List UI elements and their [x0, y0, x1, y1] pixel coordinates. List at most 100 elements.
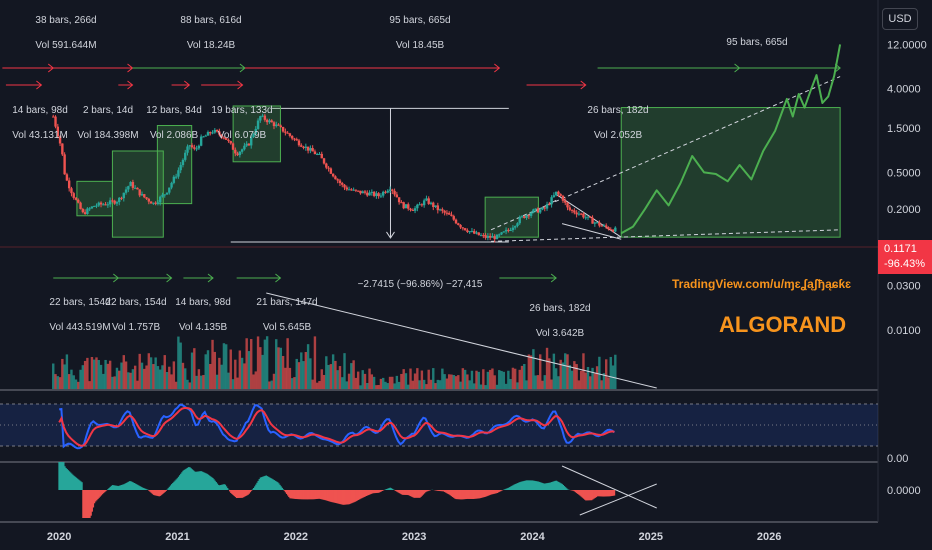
macd-bar: [488, 490, 491, 496]
macd-bar: [159, 490, 162, 496]
candle-body: [473, 230, 476, 234]
volume-bar: [127, 372, 130, 389]
macd-bar: [196, 471, 198, 490]
candle-body: [231, 143, 235, 150]
volume-trendline: [266, 292, 657, 389]
volume-bar: [509, 379, 512, 389]
candle-body: [334, 176, 337, 180]
macd-bar: [527, 480, 529, 490]
macd-bar: [588, 490, 591, 501]
volume-bar: [179, 342, 182, 389]
volume-bar: [541, 380, 544, 389]
candle-body: [443, 210, 446, 213]
macd-bar: [94, 490, 97, 502]
macd-bar: [211, 477, 214, 490]
volume-bar: [500, 370, 503, 389]
candle-body: [188, 145, 191, 147]
macd-bar: [316, 490, 319, 499]
macd-bar: [564, 487, 567, 490]
volume-bar: [316, 382, 319, 389]
volume-bar: [336, 370, 339, 389]
candle-body: [209, 132, 212, 134]
candle-body: [343, 184, 346, 188]
volume-bar: [204, 354, 207, 389]
macd-bar: [81, 482, 83, 490]
macd-bar: [306, 490, 308, 500]
macd-bar: [603, 490, 605, 497]
volume-bar: [259, 347, 262, 389]
macd-bar: [440, 490, 443, 492]
candle-body: [179, 165, 182, 171]
macd-bar: [219, 485, 222, 490]
volume-bar: [461, 368, 465, 389]
macd-bar: [329, 490, 331, 502]
candle-body: [145, 197, 148, 199]
candle-body: [548, 204, 551, 206]
macd-bar: [98, 490, 100, 498]
macd-bar: [406, 490, 409, 495]
volume-bar: [513, 368, 517, 389]
candle-body: [122, 192, 125, 199]
volume-bar: [115, 367, 119, 389]
macd-bar: [153, 490, 156, 496]
watermark-text: TradingView.com/u/ɱɛʆąʃђąɕƙɛ: [672, 277, 852, 291]
macd-bar: [248, 490, 250, 494]
macd-bar: [356, 490, 359, 501]
macd-bar: [193, 471, 196, 490]
macd-bar: [380, 490, 382, 492]
candle-body: [95, 205, 98, 207]
macd-bar: [209, 476, 212, 490]
candle-body: [341, 183, 344, 185]
macd-bar: [362, 490, 364, 498]
macd-bar: [462, 490, 464, 500]
macd-bar: [69, 472, 72, 490]
rsi-band: [0, 404, 878, 446]
macd-bar: [105, 490, 107, 492]
candle-body: [475, 232, 478, 234]
candle-body: [354, 189, 358, 191]
macd-bar: [72, 474, 74, 490]
candle-body: [83, 212, 87, 215]
macd-bar: [130, 481, 132, 490]
candle-body: [215, 129, 219, 132]
projection-line: [620, 44, 842, 235]
volume-bar: [256, 336, 260, 389]
volume-bar: [188, 382, 191, 389]
candle-body: [377, 193, 380, 197]
candle-body: [388, 189, 392, 191]
macd-bar: [240, 490, 243, 498]
macd-bar: [579, 490, 582, 496]
volume-bar: [418, 380, 421, 389]
macd-bar: [582, 490, 585, 499]
macd-bar: [126, 482, 129, 490]
measure-arrow-head: [734, 63, 741, 73]
volume-bar: [438, 380, 442, 389]
volume-bar: [368, 368, 371, 389]
candle-body: [124, 189, 128, 193]
macd-bar: [518, 482, 520, 490]
candle-body: [275, 124, 278, 127]
macd-bar: [120, 484, 123, 490]
volume-bar: [122, 355, 125, 389]
candle-body: [359, 190, 362, 194]
x-tick-label: 2023: [402, 531, 426, 543]
macd-bar: [365, 490, 368, 496]
macd-bar: [262, 476, 264, 490]
volume-bar: [350, 363, 353, 389]
macd-bar: [161, 490, 164, 494]
candle-body: [393, 190, 396, 195]
macd-bar: [246, 490, 248, 496]
macd-bar: [258, 479, 261, 490]
macd-bar: [92, 490, 95, 508]
candle-body: [325, 163, 328, 168]
volume-bar: [523, 363, 526, 389]
macd-wedge-line: [579, 483, 657, 516]
macd-bar: [436, 490, 438, 491]
macd-bar: [151, 490, 154, 494]
volume-bar: [609, 356, 612, 389]
volume-bar: [536, 375, 540, 389]
measure-label-line2: Vol 2.086B: [150, 130, 199, 141]
macd-bar: [210, 477, 213, 490]
candle-body: [584, 217, 587, 219]
currency-button[interactable]: USD: [882, 8, 918, 30]
